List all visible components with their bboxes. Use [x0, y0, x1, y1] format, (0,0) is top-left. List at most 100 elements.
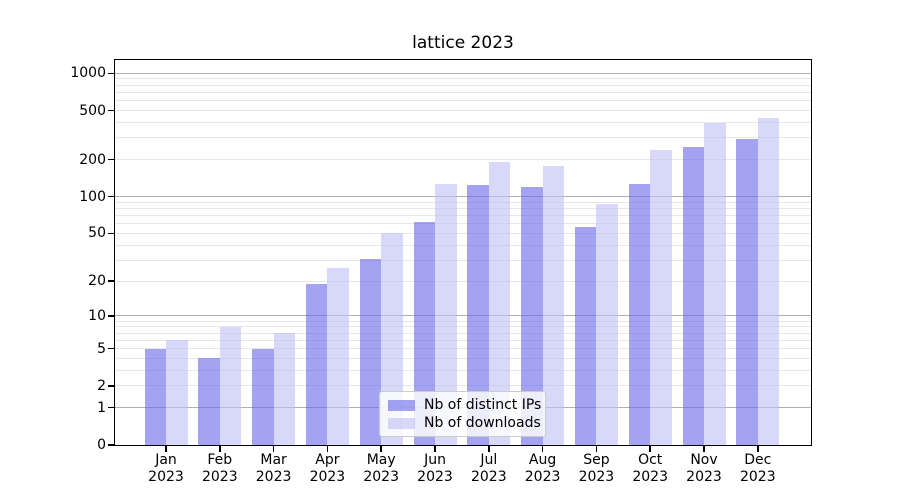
chart-title: lattice 2023: [412, 33, 514, 53]
gridline-major: [114, 196, 812, 198]
x-tick: [219, 446, 221, 452]
legend-swatch-distinct-ips: [388, 399, 415, 411]
gridline-major: [114, 72, 812, 74]
legend-swatch-downloads: [388, 417, 415, 429]
gridline-minor: [114, 110, 812, 112]
legend-item-distinct-ips: Nb of distinct IPs: [388, 397, 541, 413]
bar-distinct-ips: [144, 348, 166, 445]
gridline-minor: [114, 320, 812, 322]
y-tick: [108, 109, 114, 112]
y-tick: [108, 385, 114, 387]
y-tick: [108, 280, 114, 282]
bar-downloads: [273, 333, 296, 445]
x-tick-label: Oct 2023: [632, 452, 668, 485]
bar-downloads: [327, 267, 349, 445]
x-tick: [703, 446, 705, 452]
gridline-minor: [114, 348, 812, 350]
gridline-minor: [114, 369, 812, 371]
bar-downloads: [488, 161, 511, 445]
gridline-minor: [114, 332, 812, 334]
y-tick-label: 0: [97, 437, 106, 453]
y-tick: [108, 315, 114, 317]
gridline-minor: [114, 259, 812, 261]
x-tick-label: Aug 2023: [524, 452, 561, 485]
bar-distinct-ips: [252, 348, 274, 445]
gridline-minor: [114, 244, 812, 246]
gridline-minor: [114, 91, 812, 93]
gridline-minor: [114, 223, 812, 225]
x-tick: [488, 446, 490, 452]
y-tick-label: 2: [97, 377, 106, 394]
x-tick-label: Jun 2023: [417, 452, 453, 485]
bar-downloads: [542, 165, 565, 445]
gridline-minor: [114, 215, 812, 217]
bar-distinct-ips: [736, 138, 758, 445]
gridline-minor: [114, 122, 812, 124]
y-tick-label: 20: [88, 273, 106, 290]
bar-distinct-ips: [198, 358, 220, 445]
bar-downloads: [219, 326, 242, 445]
x-tick: [434, 446, 436, 452]
y-tick: [108, 406, 114, 409]
y-tick-label: 1: [97, 399, 106, 416]
bar-downloads: [435, 183, 457, 445]
gridline-minor: [114, 208, 812, 210]
y-tick-label: 10: [88, 307, 106, 324]
gridline-minor: [114, 159, 812, 161]
gridline-minor: [114, 339, 812, 341]
gridline-minor: [114, 84, 812, 86]
x-tick: [165, 446, 167, 452]
x-tick-label: Dec 2023: [739, 452, 776, 485]
x-tick-label: Jan 2023: [148, 452, 184, 485]
y-tick: [108, 72, 114, 75]
gridline-minor: [114, 78, 812, 80]
bar-downloads: [650, 150, 672, 445]
gridline-minor: [114, 280, 812, 282]
x-tick-label: Apr 2023: [309, 452, 346, 485]
x-tick: [595, 446, 598, 452]
bar-downloads: [757, 117, 780, 445]
bar-downloads: [704, 122, 726, 445]
legend-item-downloads: Nb of downloads: [388, 415, 541, 431]
y-tick: [108, 158, 114, 161]
bar-distinct-ips: [413, 222, 435, 445]
x-tick: [326, 446, 329, 452]
x-tick: [272, 446, 275, 452]
gridline-minor: [114, 201, 812, 203]
bar-downloads: [596, 203, 618, 445]
gridline-minor: [114, 385, 812, 387]
x-tick-label: May 2023: [363, 452, 399, 485]
x-tick: [541, 446, 544, 452]
x-tick-label: Feb 2023: [201, 452, 238, 485]
y-tick: [108, 232, 114, 235]
y-tick-label: 200: [79, 151, 106, 168]
y-tick-label: 1000: [70, 65, 106, 82]
gridline-minor: [114, 357, 812, 359]
legend: Nb of distinct IPs Nb of downloads: [379, 391, 546, 437]
gridline-minor: [114, 326, 812, 328]
bar-downloads: [166, 340, 188, 445]
bar-distinct-ips: [521, 187, 543, 445]
x-tick-label: Mar 2023: [255, 452, 292, 485]
y-tick-label: 5: [97, 340, 106, 357]
bar-distinct-ips: [359, 258, 382, 445]
gridline-minor: [114, 137, 812, 139]
bar-distinct-ips: [574, 226, 597, 445]
bar-distinct-ips: [628, 183, 651, 445]
y-tick-label: 100: [79, 188, 106, 205]
bar-distinct-ips: [467, 184, 489, 445]
bar-distinct-ips: [305, 283, 328, 445]
y-tick: [108, 444, 114, 446]
y-tick-label: 500: [79, 102, 106, 119]
legend-label-distinct-ips: Nb of distinct IPs: [424, 397, 542, 413]
x-tick-label: Jul 2023: [470, 452, 507, 485]
y-tick: [108, 347, 114, 350]
x-tick-label: Nov 2023: [686, 452, 722, 485]
x-tick: [649, 446, 651, 452]
gridline-minor: [114, 100, 812, 102]
x-tick: [757, 446, 759, 452]
gridline-minor: [114, 232, 812, 234]
x-tick: [380, 446, 382, 452]
y-tick: [108, 195, 114, 198]
